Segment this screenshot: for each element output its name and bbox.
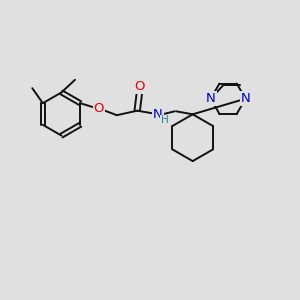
Text: O: O: [94, 102, 104, 115]
Text: N: N: [241, 92, 250, 105]
Text: N: N: [153, 108, 163, 121]
Text: N: N: [206, 92, 216, 105]
Text: H: H: [161, 115, 169, 125]
Text: O: O: [134, 80, 145, 93]
